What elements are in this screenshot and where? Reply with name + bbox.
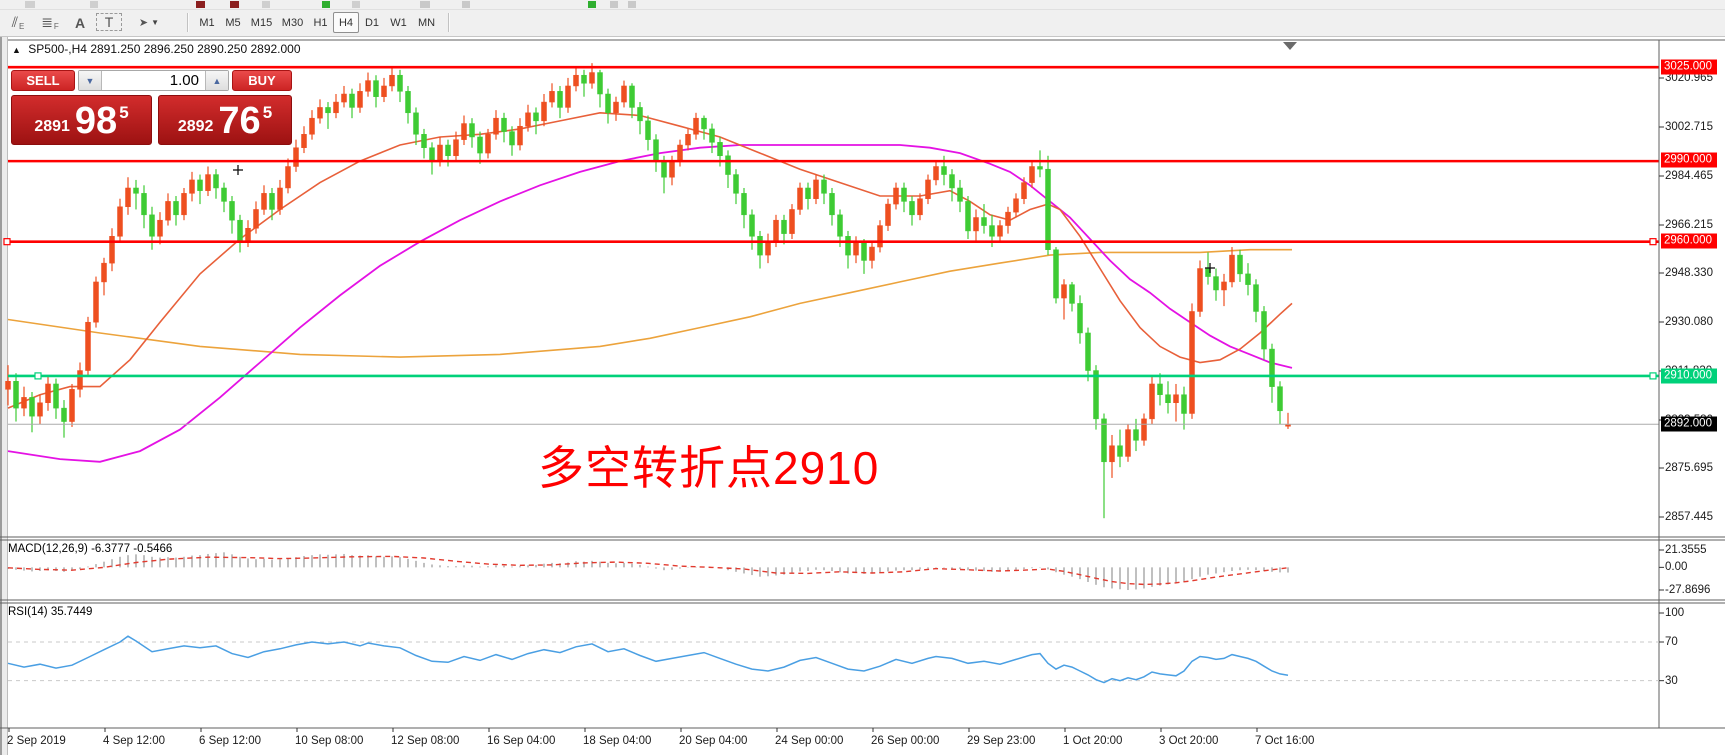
text-box-icon[interactable]: T <box>96 13 122 31</box>
arrow-objects-icon[interactable]: ➤ ▼ <box>138 17 160 29</box>
toolbar-icon-fragment <box>262 1 270 8</box>
clipped-upper-toolbar <box>0 0 1725 10</box>
toolbar-separator <box>448 13 449 32</box>
toolbar-icon-fragment <box>628 1 636 8</box>
buy-price-small: 2892 <box>177 118 214 135</box>
toolbar-icon-fragment <box>230 1 239 8</box>
tf-button-M30[interactable]: M30 <box>281 16 304 29</box>
toolbar-icon-fragment <box>588 1 596 8</box>
tf-button-M5[interactable]: M5 <box>225 16 241 29</box>
tf-button-H4[interactable]: H4 <box>333 12 359 33</box>
symbol-period-label: SP500-,H4 <box>28 42 87 56</box>
dropdown-caret-icon: ▼ <box>151 18 160 27</box>
buy-price-sup: 5 <box>262 103 273 122</box>
tf-button-M1[interactable]: M1 <box>199 16 215 29</box>
toolbar-icon-fragment <box>462 1 470 8</box>
up-arrow-icon: ▲ <box>212 75 222 86</box>
sell-price-big: 98 <box>74 100 118 142</box>
buy-button[interactable]: BUY <box>232 70 292 91</box>
toolbar-icon-fragment <box>90 1 98 8</box>
tf-button-H1[interactable]: H1 <box>313 16 328 29</box>
tf-button-D1[interactable]: D1 <box>364 16 380 29</box>
volume-decrease-button[interactable]: ▼ <box>79 71 102 90</box>
toolbar-icon-fragment <box>420 1 430 8</box>
toolbar-icon-fragment <box>322 1 330 8</box>
toolbar-icon-fragment <box>610 1 618 8</box>
chart-text-annotation[interactable]: 多空转折点2910 <box>538 442 880 494</box>
tf-button-W1[interactable]: W1 <box>390 16 407 29</box>
chart-header: ▲ SP500-,H4 2891.250 2896.250 2890.250 2… <box>12 42 301 56</box>
tf-button-MN[interactable]: MN <box>417 16 436 29</box>
toolbar: ⫽ E ≣ F A T ➤ ▼ M1 M5 M15 M30 H1 H4 D1 W1 MN <box>0 10 1725 37</box>
toolbar-icon-fragment <box>25 1 35 8</box>
tf-button-M15[interactable]: M15 <box>250 16 273 29</box>
equidistant-channel-icon[interactable]: ⫽ E <box>11 14 25 31</box>
toolbar-separator <box>187 13 188 32</box>
toolbar-icon-fragment <box>352 1 360 8</box>
buy-price-big: 76 <box>218 100 261 142</box>
down-arrow-icon: ▼ <box>85 75 95 86</box>
sell-button[interactable]: SELL <box>11 70 75 91</box>
ohlc-readout: 2891.250 2896.250 2890.250 2892.000 <box>90 42 301 56</box>
sell-price-sup: 5 <box>119 103 129 122</box>
buy-price-display[interactable]: 2892 76 5 <box>158 95 292 145</box>
collapse-panel-icon[interactable]: ▲ <box>12 45 21 55</box>
text-label-icon[interactable]: A <box>74 14 86 31</box>
volume-input[interactable] <box>102 71 205 90</box>
volume-increase-button[interactable]: ▲ <box>205 71 228 90</box>
sell-price-small: 2891 <box>34 118 70 135</box>
fibonacci-icon[interactable]: ≣ F <box>41 14 59 31</box>
toolbar-icon-fragment <box>196 1 205 8</box>
macd-indicator-label: MACD(12,26,9) -6.3777 -0.5466 <box>8 543 173 555</box>
volume-stepper: ▼ ▲ <box>78 70 229 91</box>
sell-price-display[interactable]: 2891 98 5 <box>11 95 152 145</box>
rsi-indicator-label: RSI(14) 35.7449 <box>8 606 93 618</box>
